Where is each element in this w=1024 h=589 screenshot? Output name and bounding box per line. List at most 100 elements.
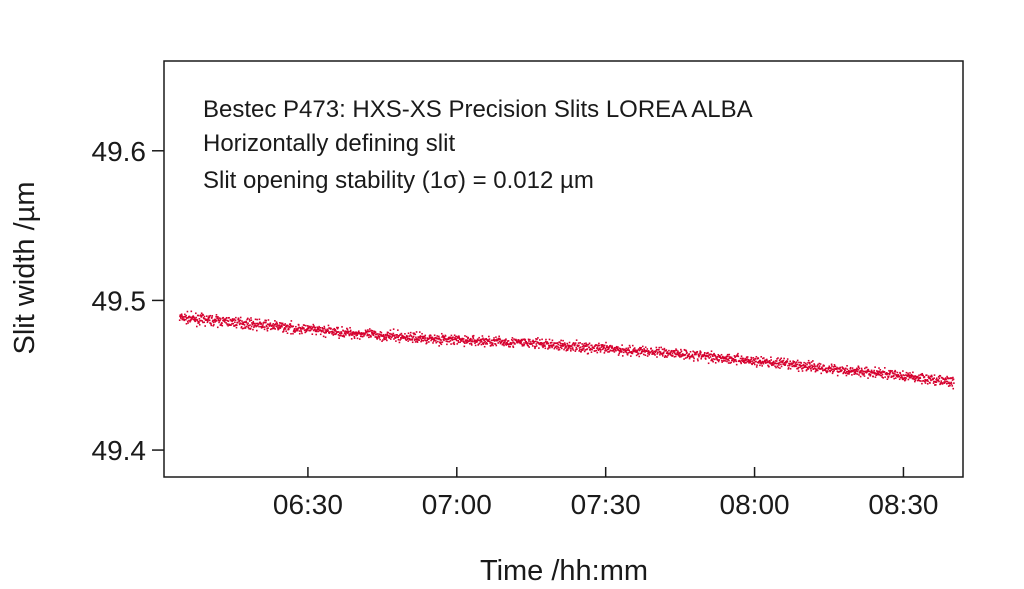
data-point (323, 325, 326, 328)
data-point (262, 326, 265, 328)
data-point (548, 338, 551, 341)
data-point (787, 367, 790, 369)
data-point (754, 358, 757, 360)
data-point (825, 367, 828, 370)
data-point (601, 344, 604, 346)
data-point (732, 361, 735, 363)
data-point (621, 355, 624, 357)
data-point (528, 340, 530, 342)
data-point (297, 329, 299, 331)
data-point (558, 348, 561, 351)
data-point (579, 349, 581, 351)
data-point (449, 336, 451, 339)
data-point (901, 376, 903, 378)
data-point (512, 346, 515, 349)
data-point (686, 356, 689, 359)
data-point (369, 330, 371, 332)
data-point (848, 371, 851, 373)
data-point (624, 348, 626, 351)
data-point (590, 351, 593, 353)
data-point (370, 329, 373, 332)
data-point (179, 314, 182, 316)
data-point (952, 378, 955, 381)
data-point (800, 364, 803, 367)
data-point (323, 327, 326, 330)
data-point (889, 371, 892, 374)
data-point (466, 341, 469, 344)
data-point (437, 340, 439, 343)
data-point (461, 338, 464, 340)
data-point (736, 354, 739, 356)
data-point (361, 333, 363, 336)
data-point (222, 316, 225, 319)
data-point (862, 370, 864, 372)
data-point (920, 380, 922, 382)
data-point (614, 348, 617, 351)
data-point (499, 337, 501, 340)
data-point (237, 318, 240, 320)
data-point (448, 340, 450, 343)
data-point (726, 358, 729, 361)
data-point (894, 369, 896, 372)
data-point (469, 339, 472, 342)
data-point (696, 350, 699, 353)
data-point (597, 344, 600, 347)
data-point (712, 360, 714, 363)
data-point (250, 319, 253, 322)
data-point (519, 341, 521, 343)
data-point (816, 365, 818, 368)
data-point (678, 352, 681, 355)
data-point (658, 346, 661, 349)
data-point (613, 351, 616, 353)
data-point (916, 377, 918, 379)
data-point (638, 348, 640, 350)
data-point (246, 317, 249, 320)
data-point (841, 369, 843, 372)
data-point (788, 362, 791, 365)
data-point (307, 326, 310, 329)
data-point (904, 379, 907, 381)
data-point (634, 349, 637, 351)
data-point (229, 318, 232, 321)
data-point (469, 342, 471, 345)
data-point (615, 349, 617, 352)
data-point (251, 322, 253, 324)
data-point (842, 372, 844, 375)
data-point (405, 336, 407, 339)
data-point (453, 334, 456, 337)
data-point (509, 345, 511, 348)
data-point (450, 334, 453, 337)
data-point (902, 370, 904, 372)
data-point (896, 374, 898, 377)
data-point (780, 365, 783, 368)
data-point (289, 323, 292, 325)
data-point (746, 358, 748, 360)
data-point (350, 338, 353, 340)
data-point (315, 330, 318, 333)
data-point (780, 357, 783, 360)
data-point (733, 360, 736, 362)
data-point (932, 378, 935, 380)
data-point (891, 375, 893, 378)
data-point (188, 319, 190, 322)
data-point (549, 346, 551, 349)
data-point (569, 348, 572, 350)
data-point (445, 338, 448, 340)
data-point (673, 351, 675, 353)
data-point (245, 321, 248, 324)
data-point (484, 343, 487, 345)
data-point (711, 358, 713, 361)
data-point (260, 322, 263, 325)
data-point (422, 339, 425, 342)
data-point (432, 342, 434, 344)
data-point (211, 320, 214, 323)
data-point (250, 325, 253, 328)
data-point (263, 321, 266, 324)
data-point (192, 315, 195, 317)
data-point (482, 337, 484, 340)
data-point (656, 356, 658, 358)
data-point (857, 366, 860, 369)
data-point (201, 315, 203, 317)
data-point (732, 358, 735, 360)
data-point (867, 370, 870, 372)
